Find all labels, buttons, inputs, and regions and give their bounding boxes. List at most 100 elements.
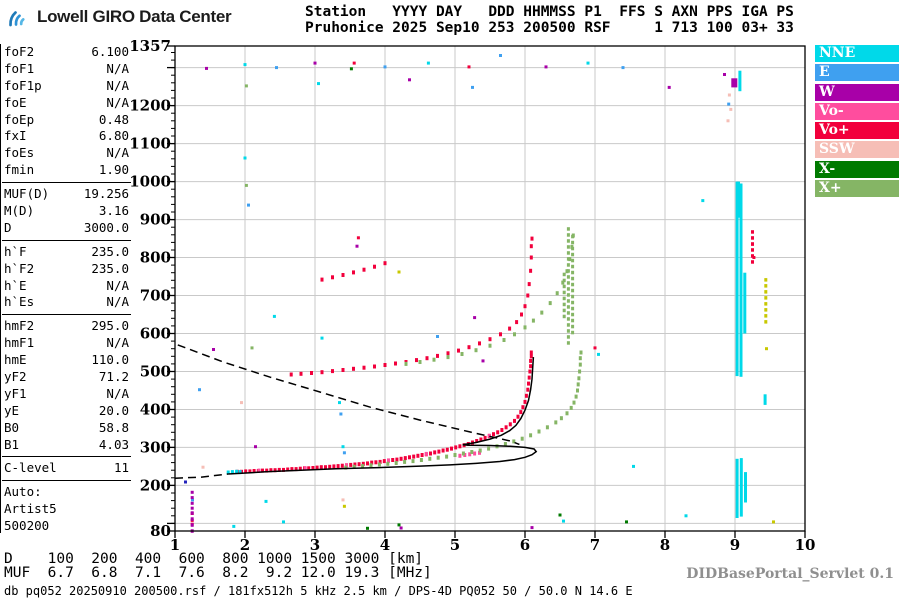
svg-text:1200: 1200 — [130, 97, 171, 115]
svg-text:1100: 1100 — [130, 135, 171, 153]
param-value: 0.48 — [98, 111, 129, 127]
param-label: foF2 — [4, 44, 35, 59]
param-row: D 3000.0 — [2, 220, 131, 237]
param-label: hmE — [4, 352, 27, 368]
param-value: N/A — [106, 335, 129, 351]
station-header-values: Pruhonice 2025 Sep10 253 200500 RSF 1 71… — [305, 19, 794, 36]
param-row: foEs N/A — [2, 145, 131, 162]
param-row: yF2 71.2 — [2, 369, 131, 386]
panel-left-border — [0, 44, 1, 533]
param-label: foE — [4, 94, 27, 110]
param-label: foF1p — [4, 77, 42, 93]
vertical-bar — [737, 181, 740, 218]
muf3000-transmission-curve — [177, 344, 520, 446]
param-row: h`Es N/A — [2, 294, 131, 311]
noise-echo-points — [184, 54, 775, 530]
param-value: 6.80 — [98, 128, 129, 144]
param-row: foF1 N/A — [2, 61, 131, 78]
vertical-bar — [764, 278, 768, 324]
legend-item-ssw: SSW — [815, 141, 899, 159]
svg-text:3: 3 — [310, 536, 320, 554]
param-label: yE — [4, 402, 20, 418]
param-row: yF1 N/A — [2, 386, 131, 403]
param-value: 4.03 — [98, 436, 129, 452]
svg-text:80: 80 — [150, 522, 171, 540]
panel-separator — [2, 182, 131, 184]
param-value: 1.90 — [98, 162, 129, 178]
param-value: N/A — [106, 94, 129, 110]
param-label: B0 — [4, 419, 20, 435]
param-label: fxI — [4, 128, 27, 144]
autoscaling-info-line: 500200 — [4, 518, 50, 534]
param-label: B1 — [4, 436, 20, 452]
servlet-version-label: DIDBasePortal_Servlet 0.1 — [686, 566, 894, 582]
param-label: h`Es — [4, 294, 35, 310]
param-row: yE 20.0 — [2, 403, 131, 420]
param-value: 58.8 — [98, 419, 129, 435]
vertical-bar — [735, 181, 739, 377]
grid-lines — [175, 46, 805, 531]
param-label: hmF1 — [4, 335, 35, 351]
panel-separator — [2, 480, 131, 482]
vertical-bar — [571, 234, 575, 335]
svg-text:8: 8 — [660, 536, 670, 554]
legend-item-e: E — [815, 64, 899, 82]
svg-text:700: 700 — [140, 287, 171, 305]
param-row: foF1p N/A — [2, 78, 131, 95]
svg-text:1357: 1357 — [130, 38, 171, 55]
plot-border — [174, 45, 806, 532]
param-row: h`F 235.0 — [2, 244, 131, 261]
param-value: 3.16 — [98, 203, 129, 219]
param-label: h`F — [4, 243, 27, 259]
param-value: 20.0 — [98, 402, 129, 418]
param-label: h`F2 — [4, 260, 35, 276]
svg-text:500: 500 — [140, 363, 171, 381]
param-value: N/A — [106, 294, 129, 310]
vertical-bar — [562, 272, 566, 319]
legend-item-vo: Vo+ — [815, 122, 899, 140]
vertical-bar — [763, 394, 767, 405]
parameter-panel: foF2 6.100 foF1 N/A foF1p N/A foE N/A foEp 0.48 fx… — [2, 44, 131, 535]
param-row: foEp 0.48 — [2, 112, 131, 129]
param-row: C-level 11 — [2, 460, 131, 477]
svg-text:5: 5 — [450, 536, 460, 554]
svg-text:7: 7 — [590, 536, 600, 554]
param-value: N/A — [106, 277, 129, 293]
vertical-bar — [743, 272, 747, 334]
legend-item-vo: Vo- — [815, 102, 899, 120]
param-label: M(D) — [4, 203, 35, 219]
svg-text:900: 900 — [140, 211, 171, 229]
muf-table: D 100 200 400 600 800 1000 1500 3000 [km… — [4, 551, 432, 581]
vertical-bar — [735, 458, 739, 518]
svg-text:600: 600 — [140, 325, 171, 343]
logo-text: Lowell GIRO Data Center — [37, 7, 232, 26]
param-label: yF2 — [4, 369, 27, 385]
F2-X-trace — [344, 350, 583, 470]
legend-item-w: W — [815, 83, 899, 101]
status-bar: db pq052 20250910 200500.rsf / 181fx512h… — [4, 584, 633, 598]
param-value: N/A — [106, 77, 129, 93]
vertical-bar — [739, 458, 743, 517]
svg-text:10: 10 — [795, 536, 816, 554]
svg-text:300: 300 — [140, 438, 171, 456]
svg-text:200: 200 — [140, 476, 171, 494]
param-value: 235.0 — [91, 243, 129, 259]
giro-logo: Lowell GIRO Data Center — [8, 4, 232, 30]
vertical-bar — [751, 230, 754, 264]
param-value: 295.0 — [91, 318, 129, 334]
x-axis: 1 2 3 4 5 6 7 8 9 10 — [170, 531, 816, 554]
param-value: N/A — [106, 385, 129, 401]
param-label: MUF(D) — [4, 186, 50, 202]
signal-arcs-icon — [9, 11, 25, 27]
autoscaling-info-line: Artist5 — [4, 501, 57, 517]
param-value: 11 — [113, 460, 129, 476]
third-hop-O — [320, 261, 387, 282]
vertical-bar — [738, 70, 742, 92]
vertical-bar — [731, 78, 738, 88]
param-row: MUF(D) 19.256 — [2, 186, 131, 203]
param-label: foEs — [4, 145, 35, 161]
ionogram-plot: 1 2 3 4 5 6 7 8 9 10 1357 1200 1100 1000 900 800 700 600 5… — [130, 38, 816, 554]
panel-separator — [2, 456, 131, 458]
legend-item-x: X+ — [815, 180, 899, 198]
